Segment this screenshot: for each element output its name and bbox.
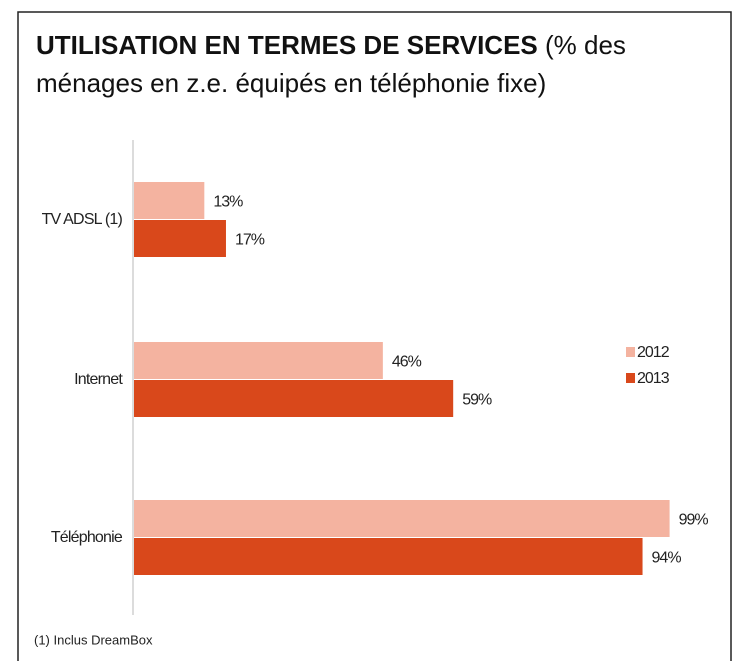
legend-swatch [626,347,635,357]
value-label: 94% [652,550,682,567]
legend-swatch [626,373,635,383]
value-label: 13% [213,194,243,211]
footnote: (1) Inclus DreamBox [34,632,153,647]
bar [134,342,383,379]
category-label: Internet [74,371,123,388]
category-label: TV ADSL (1) [42,211,123,228]
value-label: 46% [392,354,422,371]
value-label: 99% [679,512,709,529]
bar [134,380,454,417]
bar [134,538,643,575]
chart-subtitle: (% des ménages en z.e. équipés en téléph… [36,30,626,98]
category-label: Téléphonie [51,529,123,546]
chart-title: UTILISATION EN TERMES DE SERVICES [36,30,538,60]
bar [134,182,205,219]
frame [17,11,732,661]
bar [134,220,226,257]
chart-title-block: UTILISATION EN TERMES DE SERVICES (% des… [36,26,726,102]
value-label: 59% [462,392,492,409]
legend-label: 2012 [637,344,670,361]
legend-label: 2013 [637,370,670,387]
bar [134,500,670,537]
value-label: 17% [235,232,265,249]
